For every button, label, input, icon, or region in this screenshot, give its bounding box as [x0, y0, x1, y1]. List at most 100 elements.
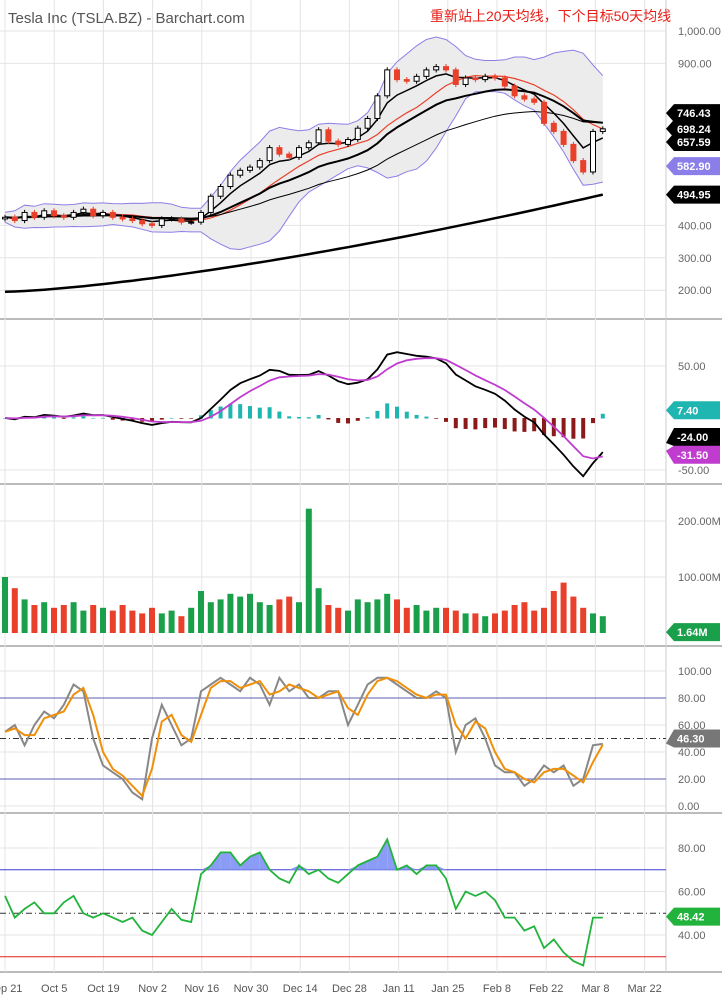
rsi-badge	[666, 907, 720, 926]
volume-bar	[531, 610, 538, 633]
macd-histogram-bar	[238, 404, 243, 419]
macd-histogram-bar	[179, 418, 184, 419]
macd-histogram-bar	[424, 416, 429, 419]
macd-histogram-bar	[81, 416, 86, 419]
macd-histogram-bar	[208, 410, 213, 419]
ma-200	[4, 193, 604, 294]
macd-histogram-bar	[522, 418, 527, 432]
volume-bar	[305, 508, 312, 633]
volume-bar	[511, 605, 518, 633]
candle-body	[2, 216, 8, 220]
x-tick-label: Sep 21	[0, 983, 22, 995]
candle-body	[80, 208, 87, 213]
volume-y-tick: 100.00M	[678, 572, 721, 584]
macd-histogram-bar	[257, 407, 262, 419]
volume-bar	[119, 605, 126, 633]
macd-line	[4, 351, 604, 478]
candle-body	[149, 223, 155, 226]
macd-histogram-bar	[130, 418, 135, 422]
price-badge-text: 494.95	[677, 190, 711, 202]
candle-body	[227, 174, 234, 188]
macd-histogram-bar	[385, 403, 390, 419]
x-tick-label: Oct 19	[87, 983, 119, 995]
volume-bar	[560, 582, 567, 633]
price-y-tick: 400.00	[678, 220, 712, 232]
candle-body	[570, 143, 577, 162]
rsi-y-tick: 40.00	[678, 930, 706, 942]
macd-histogram-bar	[159, 418, 164, 420]
macd-histogram-bar	[91, 417, 96, 419]
macd-histogram-bar	[326, 418, 331, 420]
macd-histogram-bar	[581, 418, 586, 439]
stoch-y-tick: 80.00	[678, 693, 706, 705]
volume-bar	[374, 599, 381, 633]
macd-histogram-bar	[287, 416, 292, 419]
macd-histogram-bar	[71, 417, 76, 419]
volume-bar	[276, 599, 283, 633]
macd-histogram-bar	[306, 417, 311, 419]
volume-bar	[550, 591, 557, 633]
candle-body	[315, 129, 322, 144]
price-y-tick: 900.00	[678, 58, 712, 70]
candle-body	[521, 95, 528, 100]
stoch-y-tick: 100.00	[678, 666, 712, 678]
volume-bar	[247, 593, 253, 633]
volume-bar	[472, 613, 479, 633]
candle-body	[90, 208, 97, 217]
macd-histogram-bar	[365, 417, 370, 419]
macd-histogram-bar	[228, 403, 233, 419]
candle-body	[462, 77, 469, 85]
macd-histogram-bar	[571, 418, 576, 439]
macd-histogram-bar	[267, 407, 272, 419]
macd-histogram-bar	[248, 406, 252, 419]
x-tick-label: Mar 22	[627, 983, 661, 995]
volume-bar	[21, 599, 28, 633]
stoch-y-tick: 0.00	[678, 801, 699, 813]
rsi-badge-text: 48.42	[677, 912, 705, 924]
volume-bar	[90, 605, 97, 633]
macd-histogram-bar	[444, 418, 448, 422]
macd-histogram-bar	[169, 417, 174, 419]
volume-bar	[452, 610, 459, 633]
candle-body	[492, 75, 498, 79]
candle-body	[41, 210, 48, 218]
x-tick-label: Feb 8	[483, 983, 511, 995]
x-tick-label: Mar 8	[581, 983, 609, 995]
candle-body	[198, 211, 204, 223]
macd-histogram-bar	[395, 406, 399, 419]
volume-bar	[198, 591, 204, 633]
volume-bar	[217, 599, 224, 633]
stoch-k-line	[4, 675, 603, 802]
volume-bar	[80, 610, 87, 633]
volume-bar	[129, 610, 136, 633]
candle-body	[305, 142, 312, 149]
candle-body	[109, 211, 116, 218]
candle-body	[433, 66, 440, 71]
macd-histogram-bar	[493, 418, 497, 428]
bollinger-lower	[4, 90, 603, 251]
volume-bar	[100, 607, 106, 633]
candle-body	[217, 186, 224, 197]
macd-y-tick: -50.00	[678, 465, 709, 477]
volume-bar	[325, 605, 332, 633]
volume-bar	[501, 610, 508, 633]
candle-body	[413, 75, 420, 82]
x-tick-label: Nov 30	[234, 983, 269, 995]
volume-bar	[433, 607, 440, 633]
volume-bar	[570, 596, 577, 633]
macd-histogram-bar	[600, 413, 605, 419]
volume-badge	[666, 623, 720, 642]
x-tick-label: Nov 16	[184, 983, 219, 995]
candle-body	[247, 166, 253, 171]
stoch-badge	[666, 729, 720, 748]
price-badge-text: 698.24	[677, 124, 712, 136]
rsi-overbought-fill	[357, 861, 368, 870]
volume-bar	[237, 596, 244, 633]
macd-histogram-bar	[218, 406, 223, 419]
macd-badge-text: -24.00	[677, 432, 708, 444]
candle-body	[335, 140, 342, 145]
candle-body	[70, 211, 77, 218]
candle-body	[31, 211, 38, 218]
